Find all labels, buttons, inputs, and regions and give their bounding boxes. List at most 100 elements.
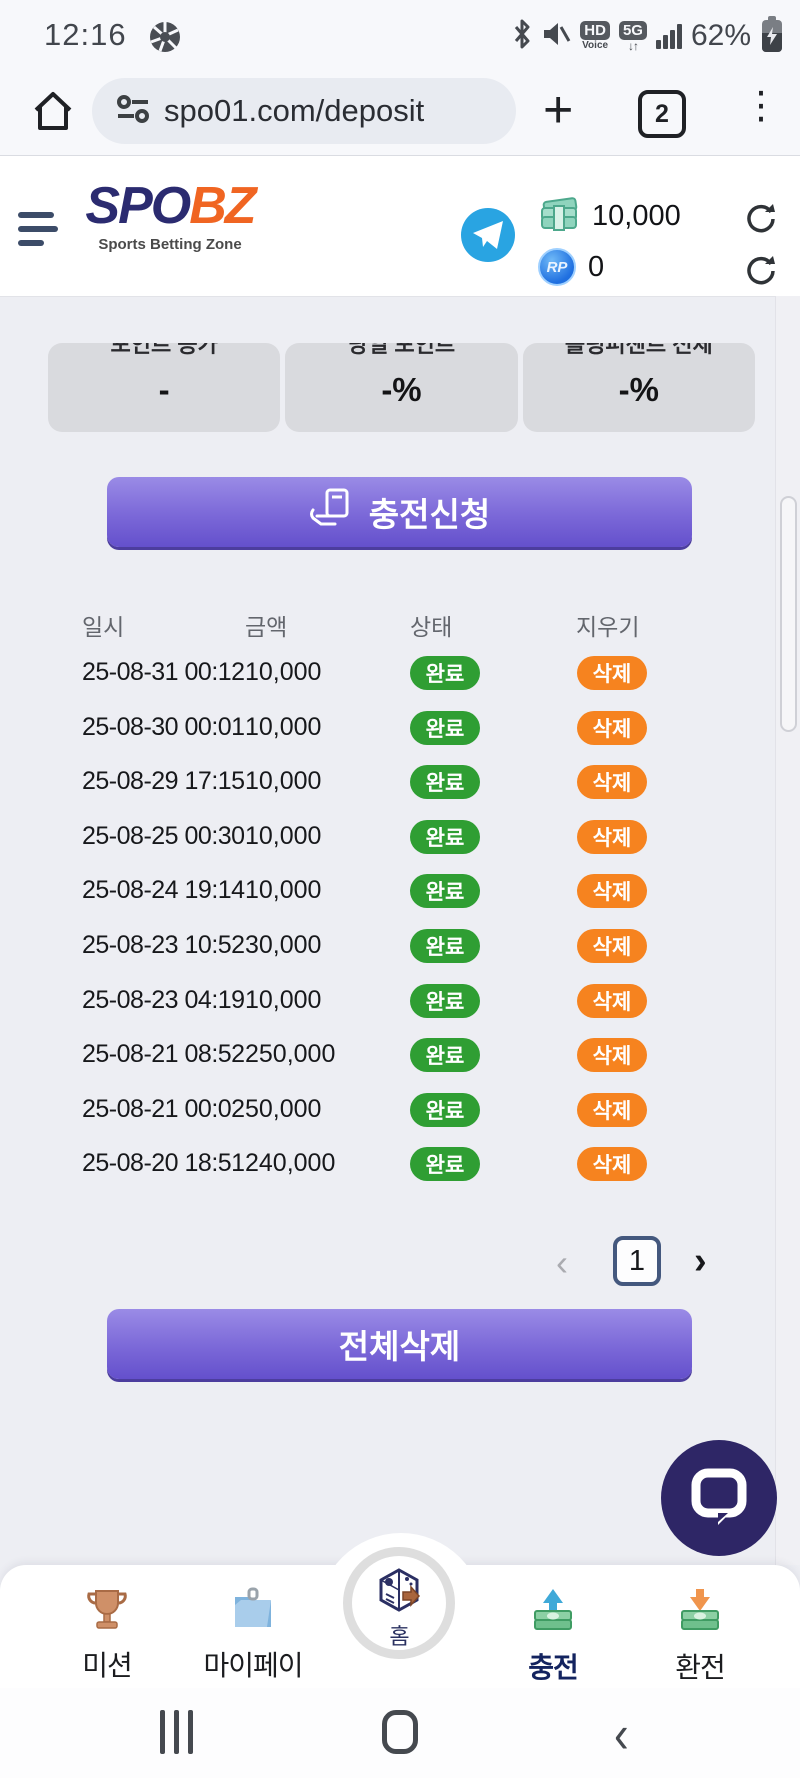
refresh-cash-icon[interactable] [744, 202, 778, 236]
table-row: 25-08-25 00:30 10,000 완료 삭제 [48, 809, 755, 864]
nav-item-mission[interactable]: 미션 [62, 1587, 152, 1684]
clock: 12:16 [44, 17, 127, 52]
table-row: 25-08-23 10:52 30,000 완료 삭제 [48, 918, 755, 973]
spobz-logo[interactable]: SPOBZ Sports Betting Zone [70, 180, 270, 253]
5g-icon: 5G ↓↑ [618, 20, 647, 52]
table-row: 25-08-24 19:14 10,000 완료 삭제 [48, 863, 755, 918]
site-header: SPOBZ Sports Betting Zone 10,000 RP 0 [0, 155, 800, 297]
hd-voice-icon: HD Voice [580, 21, 610, 51]
screenshot-shutter-icon [148, 20, 182, 59]
site-permissions-icon[interactable] [116, 94, 150, 129]
android-home-icon[interactable] [382, 1710, 418, 1754]
mute-icon [541, 19, 571, 54]
status-badge: 완료 [410, 710, 480, 745]
deposit-amount: 10,000 [245, 767, 322, 796]
point-amount: 0 [588, 250, 605, 283]
delete-all-button[interactable]: 전체삭제 [107, 1309, 692, 1379]
delete-button[interactable]: 삭제 [577, 983, 647, 1018]
scroll-gutter [775, 296, 800, 1565]
delete-button[interactable]: 삭제 [577, 1038, 647, 1073]
delete-button[interactable]: 삭제 [577, 928, 647, 963]
table-row: 25-08-30 00:01 10,000 완료 삭제 [48, 700, 755, 755]
delete-button[interactable]: 삭제 [577, 1147, 647, 1182]
pagination: ‹ 1 › [0, 1236, 755, 1292]
deposit-date: 25-08-29 17:15 [82, 767, 245, 796]
charge-request-button[interactable]: 충전신청 [107, 477, 692, 547]
status-badge: 완료 [410, 874, 480, 909]
delete-button[interactable]: 삭제 [577, 765, 647, 800]
current-page[interactable]: 1 [613, 1236, 661, 1286]
signal-icon [655, 23, 682, 49]
browser-menu-icon[interactable]: ⋮ [742, 85, 780, 127]
telegram-icon[interactable] [461, 208, 515, 262]
stat-box: 롤링퍼센트 전체 -% [522, 343, 755, 432]
cash-balance: 10,000 [538, 196, 681, 237]
status-badge: 완료 [410, 1147, 480, 1182]
delete-button[interactable]: 삭제 [577, 656, 647, 690]
browser-toolbar: spo01.com/deposit + 2 ⋮ [0, 70, 800, 155]
stat-boxes: 포인트 증가 - 당일 포인트 -% 롤링퍼센트 전체 -% [48, 343, 755, 432]
battery-percent: 62% [690, 19, 751, 52]
cash-icon [538, 196, 580, 237]
delete-button[interactable]: 삭제 [577, 1092, 647, 1127]
stat-label: 롤링퍼센트 전체 [564, 343, 713, 357]
stat-value: -% [618, 371, 659, 408]
deposit-amount: 250,000 [245, 1040, 336, 1069]
table-row: 25-08-23 04:19 10,000 완료 삭제 [48, 973, 755, 1028]
deposit-date: 25-08-20 18:51 [82, 1149, 245, 1178]
deposit-amount: 10,000 [245, 658, 322, 686]
android-back-icon[interactable]: ‹ [614, 1705, 629, 1764]
stat-box: 포인트 증가 - [48, 343, 281, 432]
android-navbar: ‹ [0, 1688, 800, 1778]
deposit-date: 25-08-23 04:19 [82, 985, 245, 1014]
chat-bubble-icon [688, 1465, 750, 1532]
url-bar[interactable]: spo01.com/deposit [92, 78, 516, 144]
deposit-table-header: 일시 금액 상태 지우기 [48, 608, 755, 644]
table-row: 25-08-31 00:12 10,000 완료 삭제 [48, 645, 755, 700]
delete-button[interactable]: 삭제 [577, 710, 647, 745]
next-page-icon[interactable]: › [694, 1240, 707, 1282]
rp-coin-icon: RP [538, 248, 576, 286]
table-row: 25-08-21 00:02 50,000 완료 삭제 [48, 1082, 755, 1137]
deposit-table-body: 25-08-31 00:12 10,000 완료 삭제 25-08-30 00:… [48, 645, 755, 1191]
browser-home-icon[interactable] [30, 88, 76, 139]
deposit-amount: 10,000 [245, 712, 322, 741]
status-icons: HD Voice 5G ↓↑ 62% [512, 16, 782, 56]
col-header-amount: 금액 [245, 614, 288, 640]
stat-value: -% [381, 371, 422, 408]
deposit-amount: 50,000 [245, 1094, 322, 1123]
bluetooth-icon [512, 19, 532, 54]
nav-item-charge[interactable]: 충전 [508, 1587, 598, 1686]
deposit-amount: 240,000 [245, 1149, 336, 1178]
recent-apps-icon[interactable] [160, 1710, 193, 1754]
delete-button[interactable]: 삭제 [577, 819, 647, 854]
deposit-date: 25-08-30 00:01 [82, 712, 245, 741]
deposit-amount: 10,000 [245, 876, 322, 905]
url-text[interactable]: spo01.com/deposit [164, 93, 425, 128]
delete-button[interactable]: 삭제 [577, 874, 647, 909]
prev-page-icon[interactable]: ‹ [556, 1242, 568, 1283]
tab-switcher-button[interactable]: 2 [638, 90, 686, 138]
refresh-point-icon[interactable] [744, 254, 778, 288]
new-tab-button[interactable]: + [543, 81, 574, 139]
status-badge: 완료 [410, 765, 480, 800]
nav-item-home[interactable]: 홈 [343, 1547, 455, 1659]
status-badge: 완료 [410, 656, 480, 690]
stat-label: 포인트 증가 [110, 343, 218, 357]
table-row: 25-08-29 17:15 10,000 완료 삭제 [48, 754, 755, 809]
stat-label: 당일 포인트 [347, 343, 456, 357]
trophy-icon [84, 1590, 130, 1637]
deposit-date: 25-08-31 00:12 [82, 658, 245, 686]
status-bar: 12:16 HD Voice 5G ↓↑ 62% [0, 0, 800, 70]
deposit-date: 25-08-23 10:52 [82, 930, 245, 959]
nav-item-exchange[interactable]: 환전 [655, 1587, 745, 1686]
charge-cash-icon [529, 1589, 577, 1639]
col-header-status: 상태 [410, 614, 453, 640]
status-badge: 완료 [410, 983, 480, 1018]
scrollbar-thumb[interactable] [780, 496, 797, 732]
menu-hamburger-icon[interactable] [18, 212, 58, 254]
deposit-date: 25-08-24 19:14 [82, 876, 245, 905]
deposit-date: 25-08-21 08:52 [82, 1040, 245, 1069]
deposit-amount: 10,000 [245, 985, 322, 1014]
chat-widget-button[interactable] [661, 1440, 777, 1556]
